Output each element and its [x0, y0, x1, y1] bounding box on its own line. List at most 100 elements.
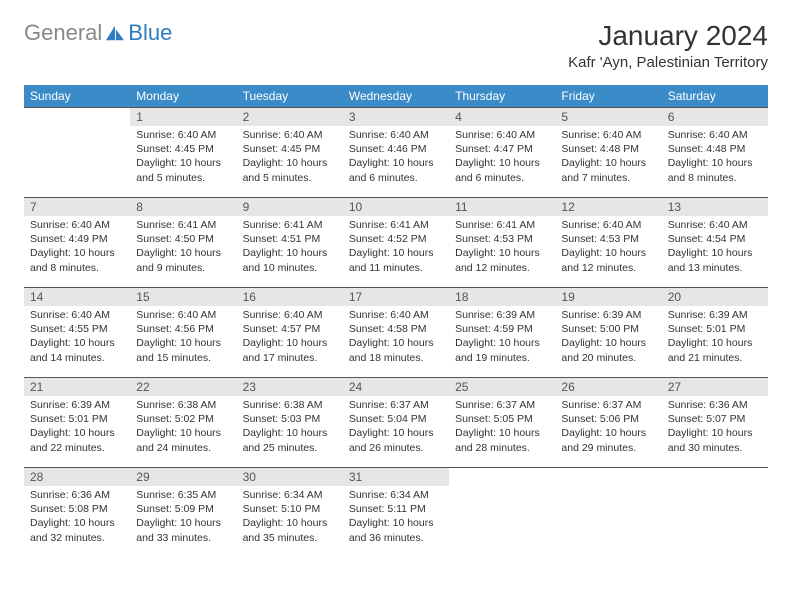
day-number: 5	[555, 108, 661, 126]
day-info: Sunrise: 6:34 AMSunset: 5:11 PMDaylight:…	[343, 486, 449, 551]
calendar-cell	[662, 468, 768, 558]
day-number: 2	[237, 108, 343, 126]
day-info: Sunrise: 6:40 AMSunset: 4:45 PMDaylight:…	[237, 126, 343, 191]
day-info: Sunrise: 6:39 AMSunset: 5:01 PMDaylight:…	[24, 396, 130, 461]
day-number: 17	[343, 288, 449, 306]
day-info: Sunrise: 6:37 AMSunset: 5:04 PMDaylight:…	[343, 396, 449, 461]
weekday-header: Wednesday	[343, 85, 449, 108]
calendar-cell: 19Sunrise: 6:39 AMSunset: 5:00 PMDayligh…	[555, 288, 661, 378]
calendar-cell: 24Sunrise: 6:37 AMSunset: 5:04 PMDayligh…	[343, 378, 449, 468]
day-info: Sunrise: 6:37 AMSunset: 5:05 PMDaylight:…	[449, 396, 555, 461]
day-info: Sunrise: 6:39 AMSunset: 5:00 PMDaylight:…	[555, 306, 661, 371]
calendar-cell: 20Sunrise: 6:39 AMSunset: 5:01 PMDayligh…	[662, 288, 768, 378]
calendar-cell: 12Sunrise: 6:40 AMSunset: 4:53 PMDayligh…	[555, 198, 661, 288]
calendar-cell: 8Sunrise: 6:41 AMSunset: 4:50 PMDaylight…	[130, 198, 236, 288]
day-number: 8	[130, 198, 236, 216]
logo-text-blue: Blue	[128, 20, 172, 46]
day-number: 19	[555, 288, 661, 306]
day-number: 14	[24, 288, 130, 306]
day-info: Sunrise: 6:35 AMSunset: 5:09 PMDaylight:…	[130, 486, 236, 551]
logo: General Blue	[24, 20, 172, 46]
day-number: 29	[130, 468, 236, 486]
day-number: 21	[24, 378, 130, 396]
weekday-header: Monday	[130, 85, 236, 108]
calendar-body: 1Sunrise: 6:40 AMSunset: 4:45 PMDaylight…	[24, 108, 768, 558]
day-number: 30	[237, 468, 343, 486]
day-number: 31	[343, 468, 449, 486]
calendar-cell: 26Sunrise: 6:37 AMSunset: 5:06 PMDayligh…	[555, 378, 661, 468]
calendar-row: 21Sunrise: 6:39 AMSunset: 5:01 PMDayligh…	[24, 378, 768, 468]
day-number: 11	[449, 198, 555, 216]
weekday-header: Tuesday	[237, 85, 343, 108]
calendar-cell: 16Sunrise: 6:40 AMSunset: 4:57 PMDayligh…	[237, 288, 343, 378]
day-number: 3	[343, 108, 449, 126]
weekday-header: Saturday	[662, 85, 768, 108]
day-number: 27	[662, 378, 768, 396]
calendar-cell: 22Sunrise: 6:38 AMSunset: 5:02 PMDayligh…	[130, 378, 236, 468]
day-info: Sunrise: 6:40 AMSunset: 4:48 PMDaylight:…	[555, 126, 661, 191]
day-info: Sunrise: 6:39 AMSunset: 5:01 PMDaylight:…	[662, 306, 768, 371]
day-info: Sunrise: 6:38 AMSunset: 5:02 PMDaylight:…	[130, 396, 236, 461]
day-info: Sunrise: 6:40 AMSunset: 4:53 PMDaylight:…	[555, 216, 661, 281]
day-number: 9	[237, 198, 343, 216]
day-number: 20	[662, 288, 768, 306]
calendar-cell	[555, 468, 661, 558]
weekday-header: Sunday	[24, 85, 130, 108]
day-info: Sunrise: 6:41 AMSunset: 4:52 PMDaylight:…	[343, 216, 449, 281]
header: General Blue January 2024 Kafr 'Ayn, Pal…	[24, 20, 768, 71]
calendar-cell	[24, 108, 130, 198]
day-info: Sunrise: 6:40 AMSunset: 4:48 PMDaylight:…	[662, 126, 768, 191]
day-number: 16	[237, 288, 343, 306]
calendar-cell: 13Sunrise: 6:40 AMSunset: 4:54 PMDayligh…	[662, 198, 768, 288]
day-info: Sunrise: 6:40 AMSunset: 4:57 PMDaylight:…	[237, 306, 343, 371]
weekday-header: Friday	[555, 85, 661, 108]
page-title: January 2024	[568, 20, 768, 52]
calendar-cell: 11Sunrise: 6:41 AMSunset: 4:53 PMDayligh…	[449, 198, 555, 288]
calendar-cell	[449, 468, 555, 558]
title-block: January 2024 Kafr 'Ayn, Palestinian Terr…	[568, 20, 768, 71]
calendar-cell: 2Sunrise: 6:40 AMSunset: 4:45 PMDaylight…	[237, 108, 343, 198]
calendar-cell: 30Sunrise: 6:34 AMSunset: 5:10 PMDayligh…	[237, 468, 343, 558]
calendar-row: 1Sunrise: 6:40 AMSunset: 4:45 PMDaylight…	[24, 108, 768, 198]
day-number: 18	[449, 288, 555, 306]
day-info: Sunrise: 6:40 AMSunset: 4:49 PMDaylight:…	[24, 216, 130, 281]
day-info: Sunrise: 6:41 AMSunset: 4:51 PMDaylight:…	[237, 216, 343, 281]
day-info: Sunrise: 6:40 AMSunset: 4:46 PMDaylight:…	[343, 126, 449, 191]
day-number: 4	[449, 108, 555, 126]
day-number: 25	[449, 378, 555, 396]
day-number: 26	[555, 378, 661, 396]
calendar-cell: 3Sunrise: 6:40 AMSunset: 4:46 PMDaylight…	[343, 108, 449, 198]
calendar-cell: 31Sunrise: 6:34 AMSunset: 5:11 PMDayligh…	[343, 468, 449, 558]
calendar-cell: 5Sunrise: 6:40 AMSunset: 4:48 PMDaylight…	[555, 108, 661, 198]
calendar-cell: 27Sunrise: 6:36 AMSunset: 5:07 PMDayligh…	[662, 378, 768, 468]
calendar-cell: 21Sunrise: 6:39 AMSunset: 5:01 PMDayligh…	[24, 378, 130, 468]
weekday-header-row: Sunday Monday Tuesday Wednesday Thursday…	[24, 85, 768, 108]
calendar-cell: 6Sunrise: 6:40 AMSunset: 4:48 PMDaylight…	[662, 108, 768, 198]
day-info: Sunrise: 6:34 AMSunset: 5:10 PMDaylight:…	[237, 486, 343, 551]
calendar-cell: 29Sunrise: 6:35 AMSunset: 5:09 PMDayligh…	[130, 468, 236, 558]
day-number: 6	[662, 108, 768, 126]
day-info: Sunrise: 6:40 AMSunset: 4:54 PMDaylight:…	[662, 216, 768, 281]
day-info: Sunrise: 6:38 AMSunset: 5:03 PMDaylight:…	[237, 396, 343, 461]
day-info: Sunrise: 6:41 AMSunset: 4:53 PMDaylight:…	[449, 216, 555, 281]
day-number: 7	[24, 198, 130, 216]
calendar-cell: 1Sunrise: 6:40 AMSunset: 4:45 PMDaylight…	[130, 108, 236, 198]
day-info: Sunrise: 6:37 AMSunset: 5:06 PMDaylight:…	[555, 396, 661, 461]
day-number: 1	[130, 108, 236, 126]
calendar-cell: 10Sunrise: 6:41 AMSunset: 4:52 PMDayligh…	[343, 198, 449, 288]
calendar-cell: 23Sunrise: 6:38 AMSunset: 5:03 PMDayligh…	[237, 378, 343, 468]
day-number: 28	[24, 468, 130, 486]
calendar-cell: 14Sunrise: 6:40 AMSunset: 4:55 PMDayligh…	[24, 288, 130, 378]
day-number: 22	[130, 378, 236, 396]
calendar-row: 14Sunrise: 6:40 AMSunset: 4:55 PMDayligh…	[24, 288, 768, 378]
calendar-cell: 7Sunrise: 6:40 AMSunset: 4:49 PMDaylight…	[24, 198, 130, 288]
day-number: 12	[555, 198, 661, 216]
day-info: Sunrise: 6:36 AMSunset: 5:08 PMDaylight:…	[24, 486, 130, 551]
calendar-row: 28Sunrise: 6:36 AMSunset: 5:08 PMDayligh…	[24, 468, 768, 558]
calendar-cell: 17Sunrise: 6:40 AMSunset: 4:58 PMDayligh…	[343, 288, 449, 378]
calendar-cell: 28Sunrise: 6:36 AMSunset: 5:08 PMDayligh…	[24, 468, 130, 558]
day-info: Sunrise: 6:40 AMSunset: 4:47 PMDaylight:…	[449, 126, 555, 191]
day-number: 23	[237, 378, 343, 396]
calendar-cell: 25Sunrise: 6:37 AMSunset: 5:05 PMDayligh…	[449, 378, 555, 468]
location: Kafr 'Ayn, Palestinian Territory	[568, 54, 768, 71]
